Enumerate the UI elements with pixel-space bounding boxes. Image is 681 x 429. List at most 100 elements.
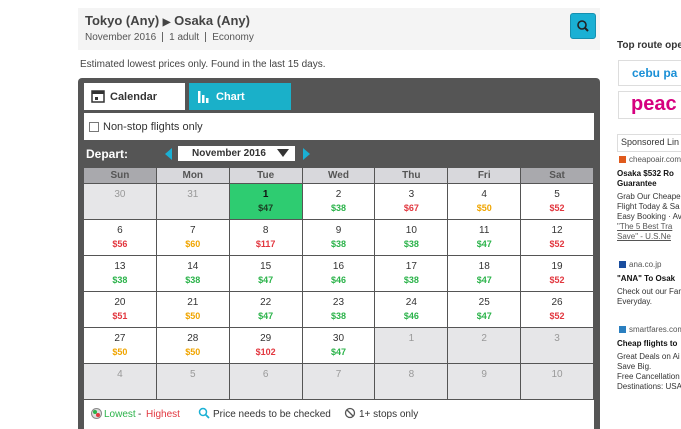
day-price: $50 [185, 347, 201, 357]
day-price: $47 [476, 311, 492, 321]
sidebar-title: Top route ope [617, 40, 681, 51]
day-price: $46 [330, 275, 346, 285]
day-price: $102 [255, 347, 276, 357]
day-cell[interactable]: 14 $38 [156, 256, 229, 291]
day-cell[interactable]: 3 $67 [375, 184, 448, 219]
day-number: 14 [187, 261, 199, 272]
day-number: 20 [114, 297, 126, 308]
day-cell[interactable]: 9 $38 [302, 220, 375, 255]
ad-quote[interactable]: "The 5 Best Tra [617, 222, 673, 231]
checkbox[interactable] [89, 122, 99, 132]
ad-text: Destinations: USA [617, 382, 681, 391]
day-number: 1 [408, 333, 415, 344]
day-cell[interactable]: 10 $38 [375, 220, 448, 255]
sponsored-header: Sponsored Lin [617, 134, 681, 152]
ad-domain[interactable]: ana.co.jp [629, 260, 662, 269]
day-cell[interactable]: 13 $38 [84, 256, 156, 291]
month: November 2016 [85, 32, 157, 43]
day-cell[interactable]: 15 $47 [229, 256, 302, 291]
ad-domain[interactable]: cheapoair.com [629, 155, 681, 164]
day-cell[interactable]: 7 $60 [156, 220, 229, 255]
day-price: $51 [112, 311, 128, 321]
day-cell[interactable]: 19 $52 [521, 256, 593, 291]
day-number: 5 [554, 189, 560, 200]
day-cell[interactable]: 21 $50 [156, 292, 229, 327]
day-number: 1 [262, 189, 269, 200]
day-number: 31 [187, 189, 199, 200]
search-button[interactable] [570, 13, 596, 39]
month-select-label: November 2016 [192, 148, 266, 159]
day-cell[interactable]: 1 $47 [229, 184, 302, 219]
ad-text: Easy Booking · Av [617, 212, 681, 221]
day-number: 25 [478, 297, 490, 308]
ad-quote[interactable]: Save" - U.S.Ne [617, 232, 671, 241]
day-cell[interactable]: 18 $47 [448, 256, 521, 291]
day-cell[interactable]: 11 $47 [448, 220, 521, 255]
tab[interactable]: Calendar [84, 83, 185, 110]
day-cell: 30 [84, 184, 156, 219]
ad-title[interactable]: Osaka $532 Ro [617, 169, 674, 178]
ad-title[interactable]: Guarantee [617, 179, 657, 188]
day-price: $47 [476, 239, 492, 249]
day-cell[interactable]: 24 $46 [375, 292, 448, 327]
route: Tokyo (Any) ▶ Osaka (Any) [85, 13, 250, 28]
search-summary: Tokyo (Any) ▶ Osaka (Any) November 2016 1… [78, 8, 600, 50]
month-select[interactable]: November 2016 [178, 146, 295, 161]
day-number: 10 [551, 369, 563, 380]
ad-icon [619, 156, 626, 163]
ad-icon [619, 261, 626, 268]
checkbox-label: Non-stop flights only [103, 121, 203, 133]
day-cell[interactable]: 22 $47 [229, 292, 302, 327]
ad-domain[interactable]: smartfares.com [629, 325, 681, 334]
weekday-header: Fri [448, 168, 521, 183]
nonstop-filter[interactable]: Non-stop flights only [84, 113, 594, 140]
day-number: 21 [187, 297, 199, 308]
calendar-grid: Sun Mon Tue Wed Thu Fri Sat 30 31 1 $47 2 $38 3 $67 4 $5… [84, 168, 594, 400]
day-cell[interactable]: 30 $47 [302, 328, 375, 363]
legend-dash: - [138, 409, 142, 420]
tab[interactable]: Chart [189, 83, 291, 110]
day-price: $67 [403, 203, 419, 213]
ad-text: Everyday. [617, 297, 652, 306]
day-cell[interactable]: 27 $50 [84, 328, 156, 363]
tab-label: Chart [216, 91, 245, 103]
ad-text: Save Big. [617, 362, 652, 371]
day-number: 30 [114, 189, 126, 200]
weekday-header: Sat [521, 168, 593, 183]
ad-title[interactable]: "ANA" To Osak [617, 274, 676, 283]
day-cell[interactable]: 6 $56 [84, 220, 156, 255]
day-cell[interactable]: 17 $38 [375, 256, 448, 291]
day-cell[interactable]: 2 $38 [302, 184, 375, 219]
day-cell[interactable]: 8 $117 [229, 220, 302, 255]
ad-title[interactable]: Cheap flights to [617, 339, 678, 348]
day-number: 5 [189, 369, 196, 380]
day-number: 6 [262, 369, 269, 380]
legend: Lowest - Highest Price needs to be check… [84, 400, 594, 429]
day-cell[interactable]: 12 $52 [521, 220, 593, 255]
day-number: 2 [335, 189, 342, 200]
day-cell[interactable]: 23 $38 [302, 292, 375, 327]
day-number: 23 [332, 297, 345, 308]
legend-stops: 1+ stops only [359, 409, 419, 420]
day-cell[interactable]: 4 $50 [448, 184, 521, 219]
day-cell[interactable]: 25 $47 [448, 292, 521, 327]
day-cell[interactable]: 5 $52 [521, 184, 593, 219]
prev-month[interactable] [164, 147, 174, 161]
day-cell[interactable]: 26 $52 [521, 292, 593, 327]
day-cell[interactable]: 28 $50 [156, 328, 229, 363]
day-price: $38 [330, 239, 346, 249]
day-cell: 2 [448, 328, 521, 363]
day-cell[interactable]: 29 $102 [229, 328, 302, 363]
next-month[interactable] [302, 147, 312, 161]
day-cell[interactable]: 20 $51 [84, 292, 156, 327]
day-price: $38 [112, 275, 128, 285]
ad-text: Check out our Far [617, 287, 681, 296]
airline-logo[interactable]: peac [618, 91, 681, 119]
logo-text: peac [631, 93, 677, 115]
day-price: $38 [330, 311, 346, 321]
day-cell[interactable]: 16 $46 [302, 256, 375, 291]
airline-logo[interactable]: cebu pa [618, 60, 681, 86]
day-number: 7 [335, 369, 342, 380]
day-number: 28 [187, 333, 199, 344]
